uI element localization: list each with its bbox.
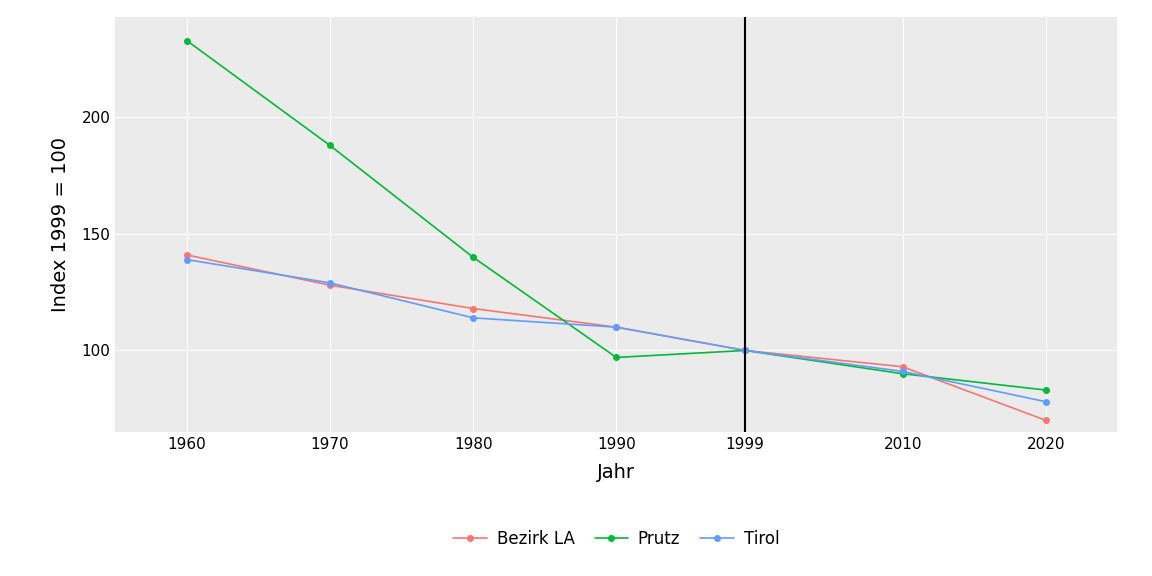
Prutz <box>896 370 910 377</box>
Tirol <box>896 368 910 375</box>
Y-axis label: Index 1999 = 100: Index 1999 = 100 <box>52 137 70 312</box>
Line: Bezirk LA: Bezirk LA <box>184 252 1048 423</box>
X-axis label: Jahr: Jahr <box>598 463 635 482</box>
Prutz <box>738 347 752 354</box>
Prutz <box>609 354 623 361</box>
Tirol <box>1039 398 1053 405</box>
Bezirk LA <box>467 305 480 312</box>
Prutz <box>180 37 194 44</box>
Legend: Bezirk LA, Prutz, Tirol: Bezirk LA, Prutz, Tirol <box>447 523 786 555</box>
Bezirk LA <box>896 363 910 370</box>
Bezirk LA <box>323 282 336 289</box>
Bezirk LA <box>180 252 194 259</box>
Prutz <box>467 254 480 261</box>
Tirol <box>467 314 480 321</box>
Line: Tirol: Tirol <box>184 257 1048 404</box>
Bezirk LA <box>609 324 623 331</box>
Tirol <box>738 347 752 354</box>
Tirol <box>323 279 336 286</box>
Tirol <box>180 256 194 263</box>
Tirol <box>609 324 623 331</box>
Line: Prutz: Prutz <box>184 38 1048 393</box>
Bezirk LA <box>738 347 752 354</box>
Prutz <box>323 142 336 149</box>
Prutz <box>1039 386 1053 393</box>
Bezirk LA <box>1039 417 1053 424</box>
